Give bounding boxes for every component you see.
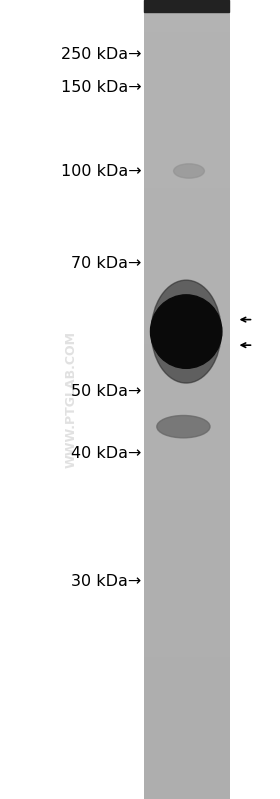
Bar	[144, 0, 229, 12]
Ellipse shape	[157, 415, 210, 438]
Text: 30 kDa→: 30 kDa→	[71, 574, 141, 589]
Text: WWW.PTGLAB.COM: WWW.PTGLAB.COM	[65, 331, 78, 468]
Ellipse shape	[151, 280, 221, 383]
Text: 40 kDa→: 40 kDa→	[71, 447, 141, 461]
Text: 150 kDa→: 150 kDa→	[61, 81, 141, 95]
Ellipse shape	[151, 295, 222, 368]
Text: 50 kDa→: 50 kDa→	[71, 384, 141, 399]
Ellipse shape	[174, 164, 204, 178]
Text: 250 kDa→: 250 kDa→	[61, 47, 141, 62]
Text: 70 kDa→: 70 kDa→	[71, 256, 141, 271]
Text: 100 kDa→: 100 kDa→	[61, 165, 141, 179]
